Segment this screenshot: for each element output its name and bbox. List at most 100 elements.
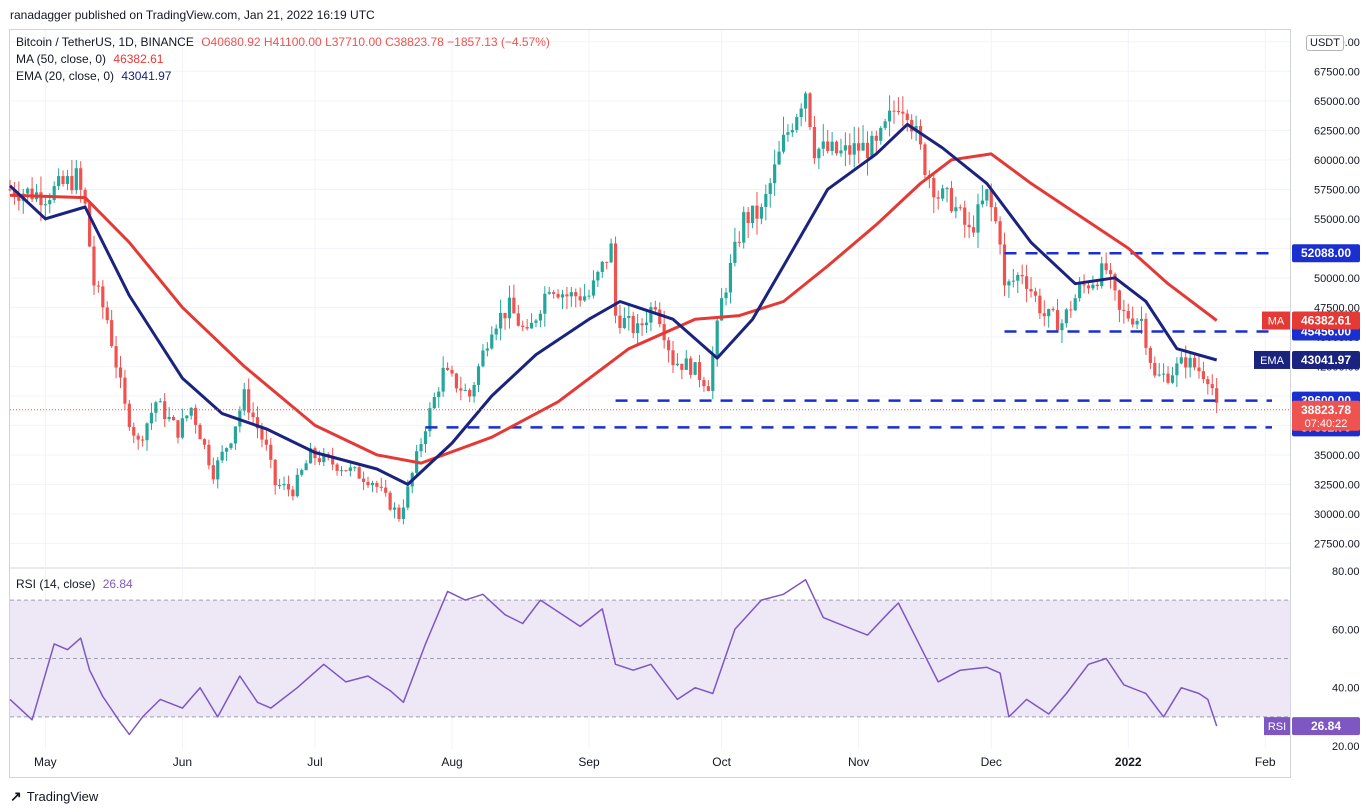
ma-tag-bg [1262, 311, 1290, 330]
candle-body [370, 482, 375, 486]
candle-body [1144, 318, 1148, 348]
candle-body [547, 292, 551, 294]
countdown-label: 07:40:22 [1305, 418, 1348, 430]
candle-body [105, 307, 109, 321]
ohlc-values: O40680.92 H41100.00 L37710.00 C38823.78 … [201, 35, 550, 49]
level-price-label: 52088.00 [1301, 246, 1351, 260]
candle-body [141, 439, 145, 441]
price-axis-label: 27500.00 [1314, 538, 1360, 550]
candle-body [481, 350, 485, 367]
x-tick-label: Oct [712, 755, 731, 769]
candle-body [848, 145, 852, 155]
candle-body [216, 460, 220, 480]
candle-body [1025, 276, 1029, 289]
candle-body [127, 403, 131, 427]
candle-body [768, 183, 772, 194]
candle-body [715, 320, 719, 356]
candle-body [1002, 244, 1007, 286]
candle-body [1104, 263, 1108, 271]
candle-body [61, 176, 65, 184]
rsi-value-label: 26.84 [1311, 719, 1341, 733]
candle-body [26, 188, 30, 194]
candle-body [463, 390, 467, 392]
x-tick-label: Sep [578, 755, 600, 769]
candle-body [211, 465, 215, 480]
chart-frame [9, 29, 1291, 778]
x-tick-label: Jun [173, 755, 192, 769]
candle-body [834, 141, 839, 154]
candle-body [43, 204, 47, 206]
candle-body [1131, 318, 1135, 325]
last-price-label: 38823.78 [1301, 403, 1351, 417]
candle-body [401, 507, 405, 520]
candle-body [242, 389, 246, 411]
candle-body [941, 188, 945, 199]
candle-body [534, 320, 538, 323]
candle-body [202, 439, 207, 445]
candle-body [1184, 357, 1188, 368]
price-axis-label: 67500.00 [1314, 66, 1360, 78]
candle-body [1064, 309, 1068, 324]
candle-body [110, 320, 114, 347]
candle-body [711, 355, 715, 391]
candle-body [1060, 323, 1064, 331]
candle-body [980, 200, 984, 205]
candle-body [366, 481, 370, 486]
rsi-value-label-bg [1292, 717, 1360, 736]
candle-body [145, 423, 149, 441]
candle-body [17, 196, 21, 201]
candle-body [680, 363, 684, 370]
candle-body [12, 189, 17, 197]
candle-body [353, 467, 357, 469]
candle-body [764, 193, 768, 207]
candle-body [247, 389, 251, 413]
candle-body [163, 401, 167, 420]
candle-body [870, 135, 874, 159]
candle-body [521, 325, 525, 328]
candle-body [720, 298, 724, 321]
candle-body [923, 144, 927, 175]
candle-body [1007, 281, 1011, 286]
candle-body [437, 391, 441, 398]
candle-body [556, 293, 560, 298]
candle-body [70, 176, 74, 191]
candle-body [932, 178, 936, 198]
candle-body [335, 464, 339, 471]
candle-body [57, 176, 61, 187]
candle-body [613, 243, 618, 316]
candle-body [786, 132, 790, 135]
candle-body [1113, 274, 1117, 291]
candle-body [357, 467, 361, 479]
x-tick-label: Jul [307, 755, 322, 769]
rsi-legend-value: 26.84 [102, 577, 133, 591]
x-tick-label: Feb [1255, 755, 1276, 769]
x-tick-label: 2022 [1115, 755, 1142, 769]
candle-body [1016, 274, 1020, 281]
candle-body [724, 292, 728, 299]
candle-body [96, 285, 100, 287]
ema-price-label-bg [1292, 350, 1360, 369]
candle-body [945, 188, 949, 190]
candle-body [1215, 388, 1219, 403]
candle-body [406, 486, 410, 508]
candle-body [605, 261, 609, 263]
candle-body [65, 176, 70, 184]
candle-body [499, 312, 503, 329]
candle-body [609, 243, 613, 263]
candle-body [432, 397, 436, 409]
candle-body [1188, 357, 1192, 368]
currency-badge[interactable]: USDT [1306, 35, 1344, 51]
candle-body [525, 327, 529, 329]
x-tick-label: Dec [981, 755, 1002, 769]
price-axis-label: 60000.00 [1314, 155, 1360, 167]
candle-body [821, 141, 825, 149]
footer-brand: TradingView [26, 789, 99, 804]
candle-body [742, 212, 746, 243]
candle-body [689, 358, 693, 375]
candle-body [494, 328, 498, 335]
candle-body [852, 143, 856, 155]
ma50-line [9, 152, 1218, 465]
candle-body [887, 110, 892, 122]
candle-body [795, 117, 799, 131]
